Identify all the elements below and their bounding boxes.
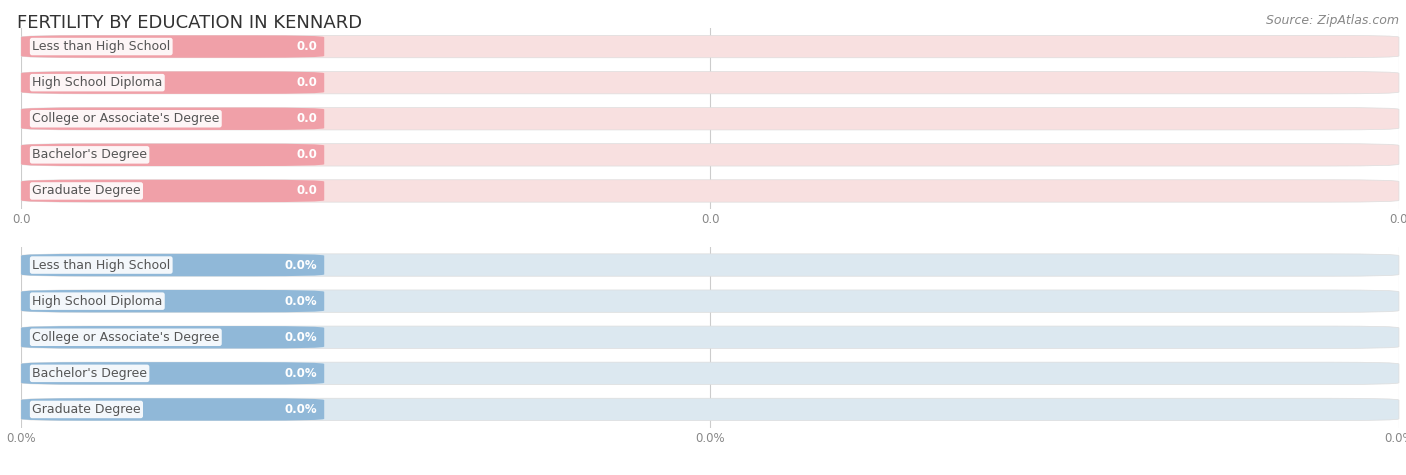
FancyBboxPatch shape	[21, 362, 325, 385]
FancyBboxPatch shape	[21, 254, 325, 276]
FancyBboxPatch shape	[21, 107, 1399, 130]
Text: Graduate Degree: Graduate Degree	[32, 184, 141, 198]
Text: Less than High School: Less than High School	[32, 40, 170, 53]
FancyBboxPatch shape	[21, 180, 325, 202]
FancyBboxPatch shape	[21, 107, 325, 130]
Text: 0.0%: 0.0%	[284, 294, 318, 308]
Text: College or Associate's Degree: College or Associate's Degree	[32, 331, 219, 344]
Text: 0.0%: 0.0%	[284, 367, 318, 380]
Text: 0.0%: 0.0%	[284, 403, 318, 416]
FancyBboxPatch shape	[21, 398, 325, 421]
Text: Source: ZipAtlas.com: Source: ZipAtlas.com	[1265, 14, 1399, 27]
FancyBboxPatch shape	[21, 290, 1399, 313]
FancyBboxPatch shape	[21, 143, 325, 166]
Text: 0.0: 0.0	[297, 76, 318, 89]
Text: 0.0: 0.0	[297, 40, 318, 53]
FancyBboxPatch shape	[21, 71, 325, 94]
Text: High School Diploma: High School Diploma	[32, 76, 163, 89]
FancyBboxPatch shape	[21, 143, 1399, 166]
Text: Bachelor's Degree: Bachelor's Degree	[32, 148, 148, 162]
Text: FERTILITY BY EDUCATION IN KENNARD: FERTILITY BY EDUCATION IN KENNARD	[17, 14, 361, 32]
FancyBboxPatch shape	[21, 290, 325, 313]
FancyBboxPatch shape	[21, 326, 1399, 349]
Text: 0.0%: 0.0%	[284, 258, 318, 272]
Text: 0.0: 0.0	[297, 112, 318, 125]
FancyBboxPatch shape	[21, 362, 1399, 385]
Text: Graduate Degree: Graduate Degree	[32, 403, 141, 416]
FancyBboxPatch shape	[21, 71, 1399, 94]
FancyBboxPatch shape	[21, 398, 1399, 421]
FancyBboxPatch shape	[21, 35, 1399, 58]
Text: 0.0%: 0.0%	[284, 331, 318, 344]
FancyBboxPatch shape	[21, 254, 1399, 276]
Text: Bachelor's Degree: Bachelor's Degree	[32, 367, 148, 380]
FancyBboxPatch shape	[21, 35, 325, 58]
Text: College or Associate's Degree: College or Associate's Degree	[32, 112, 219, 125]
Text: High School Diploma: High School Diploma	[32, 294, 163, 308]
Text: 0.0: 0.0	[297, 148, 318, 162]
Text: Less than High School: Less than High School	[32, 258, 170, 272]
FancyBboxPatch shape	[21, 326, 325, 349]
Text: 0.0: 0.0	[297, 184, 318, 198]
FancyBboxPatch shape	[21, 180, 1399, 202]
